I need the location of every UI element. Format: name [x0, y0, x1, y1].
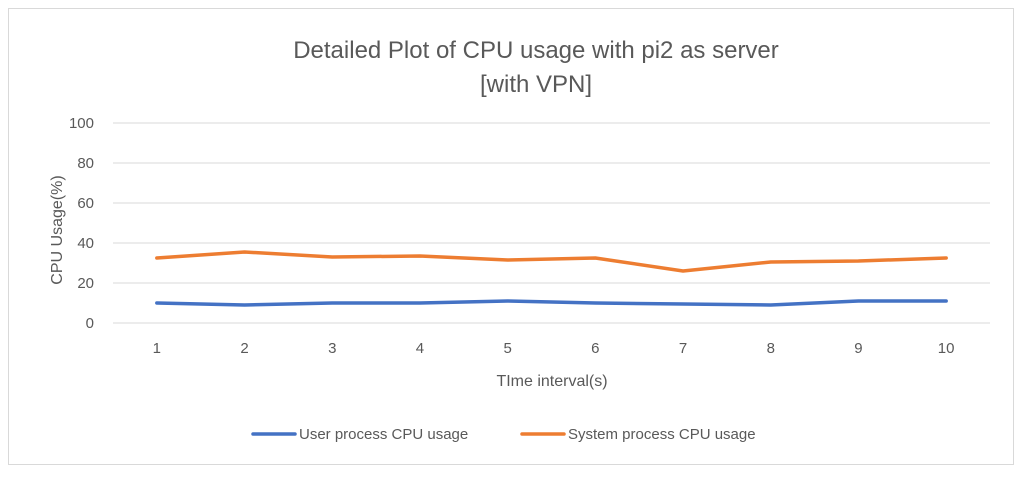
y-tick-label: 60 [77, 195, 94, 212]
y-tick-label: 80 [77, 155, 94, 172]
data-point [593, 256, 597, 260]
x-axis-ticks: 1 2 3 4 5 6 7 8 9 10 [153, 340, 955, 357]
data-point [856, 259, 860, 263]
legend-label: System process CPU usage [568, 426, 756, 443]
data-point [155, 301, 159, 305]
chart-frame [8, 8, 1014, 465]
x-tick-label: 5 [503, 340, 511, 357]
series-lines [155, 250, 948, 307]
data-point [681, 302, 685, 306]
y-tick-label: 40 [77, 235, 94, 252]
gridlines [113, 122, 990, 324]
data-point [243, 303, 247, 307]
legend: User process CPU usage System process CPU… [251, 426, 756, 443]
x-tick-label: 10 [938, 340, 955, 357]
x-tick-label: 2 [240, 340, 248, 357]
series-line-user-process [155, 299, 948, 307]
chart-title-line-1: Detailed Plot of CPU usage with pi2 as s… [293, 37, 779, 64]
data-point [418, 301, 422, 305]
data-point [418, 254, 422, 258]
x-tick-label: 7 [679, 340, 687, 357]
data-point [330, 301, 334, 305]
data-point [506, 299, 510, 303]
data-point [155, 256, 159, 260]
data-point [506, 258, 510, 262]
x-tick-label: 9 [854, 340, 862, 357]
y-tick-label: 20 [77, 275, 94, 292]
data-point [243, 250, 247, 254]
data-point [769, 303, 773, 307]
data-point [944, 256, 948, 260]
series-line-system-process [155, 250, 948, 273]
data-point [944, 299, 948, 303]
x-tick-label: 1 [153, 340, 161, 357]
y-axis-ticks: 0 20 40 60 80 100 [69, 115, 94, 332]
x-tick-label: 6 [591, 340, 599, 357]
x-axis-label: TIme interval(s) [496, 373, 607, 390]
y-axis-label: CPU Usage(%) [49, 175, 66, 284]
data-point [593, 301, 597, 305]
x-tick-label: 4 [416, 340, 424, 357]
x-tick-label: 8 [767, 340, 775, 357]
y-tick-label: 100 [69, 115, 94, 132]
y-tick-label: 0 [86, 315, 94, 332]
legend-label: User process CPU usage [299, 426, 468, 443]
data-point [330, 255, 334, 259]
x-tick-label: 3 [328, 340, 336, 357]
data-point [769, 260, 773, 264]
chart-title-line-2: [with VPN] [480, 71, 592, 98]
data-point [681, 269, 685, 273]
data-point [856, 299, 860, 303]
